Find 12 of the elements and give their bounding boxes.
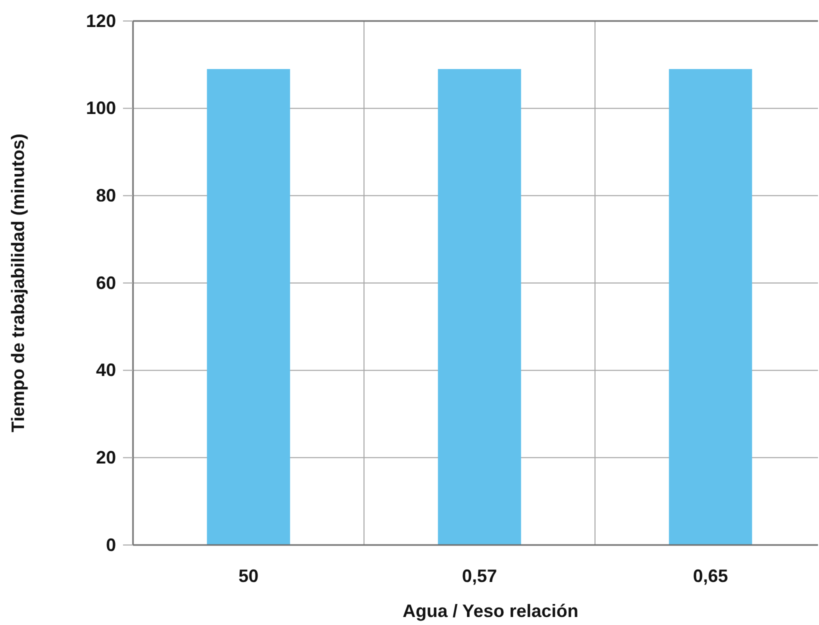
y-axis-title: Tiempo de trabajabilidad (minutos) bbox=[8, 134, 28, 432]
y-tick-label: 120 bbox=[86, 10, 116, 31]
y-tick-label: 0 bbox=[106, 534, 116, 555]
y-tick-label: 40 bbox=[96, 360, 116, 380]
y-tick-label: 80 bbox=[96, 185, 116, 206]
y-tick-label: 60 bbox=[96, 272, 116, 293]
y-tick-label: 20 bbox=[96, 447, 116, 468]
x-tick-label: 0,57 bbox=[462, 566, 498, 586]
y-tick-label: 100 bbox=[86, 98, 116, 118]
x-tick-label: 0,65 bbox=[692, 566, 728, 586]
x-axis-title: Agua / Yeso relación bbox=[402, 601, 578, 621]
x-tick-label: 50 bbox=[238, 566, 259, 586]
